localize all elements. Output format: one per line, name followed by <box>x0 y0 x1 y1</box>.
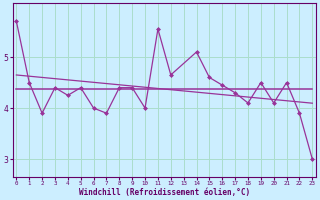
X-axis label: Windchill (Refroidissement éolien,°C): Windchill (Refroidissement éolien,°C) <box>79 188 250 197</box>
